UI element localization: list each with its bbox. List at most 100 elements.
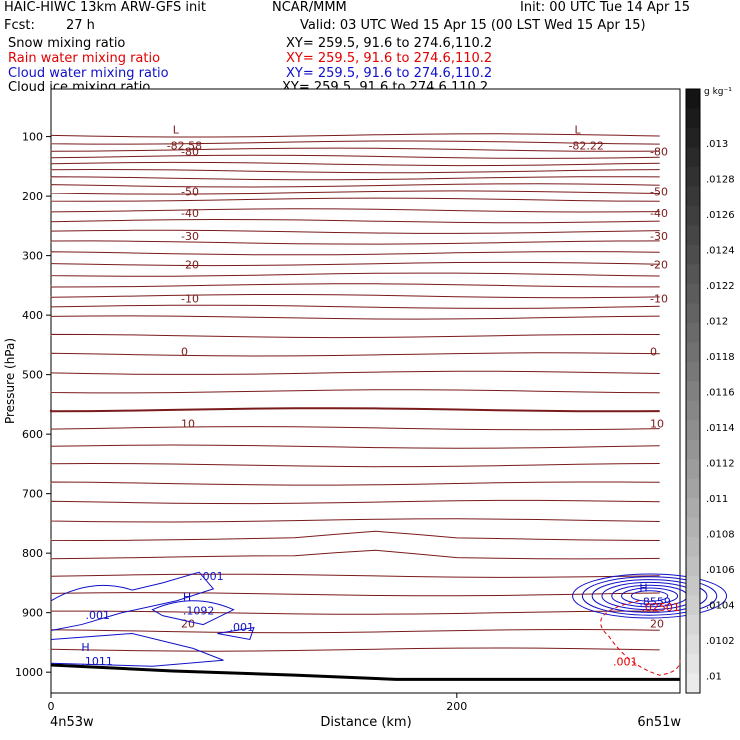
colorbar-segment xyxy=(686,400,700,421)
colorbar-label: .0116 xyxy=(706,388,735,399)
colorbar-segment xyxy=(686,556,700,577)
field-snow-name: Snow mixing ratio xyxy=(8,36,126,51)
isotherm-line xyxy=(50,352,660,357)
field-cloudwater-xy: XY= 259.5, 91.6 to 274.6,110.2 xyxy=(286,66,493,81)
colorbar-segment xyxy=(686,537,700,558)
colorbar-label: .011 xyxy=(706,494,728,505)
isotherm-line xyxy=(50,272,660,277)
isotherm-label: -82.58 xyxy=(167,139,202,152)
colorbar-segment xyxy=(686,225,700,246)
y-tick-label: 100 xyxy=(22,131,43,144)
isotherm-label: -80 xyxy=(650,145,668,158)
colorbar-label: .0126 xyxy=(706,210,735,221)
colorbar-segment xyxy=(686,576,700,597)
cloud-water-contour xyxy=(50,632,224,667)
isotherm-line xyxy=(50,610,660,615)
model-title: HAIC-HIWC 13km ARW-GFS init xyxy=(4,0,206,15)
isotherm-line xyxy=(50,261,660,267)
isotherm-label: 20 xyxy=(650,617,664,630)
colorbar-segment xyxy=(686,673,700,694)
colorbar-segment xyxy=(686,166,700,187)
rain-water-label: .001 xyxy=(613,656,638,669)
isotherm-line xyxy=(50,333,660,339)
terrain-line xyxy=(50,663,680,681)
isotherm-line xyxy=(50,140,660,145)
colorbar-segment xyxy=(686,264,700,285)
colorbar-segment xyxy=(686,186,700,207)
low-marker: L xyxy=(173,123,180,136)
colorbar-segment xyxy=(686,89,700,109)
isotherm-line xyxy=(50,197,660,202)
isotherm-label: -40 xyxy=(650,207,668,220)
isotherm-line xyxy=(50,240,660,245)
isotherm-line xyxy=(50,389,660,394)
x-tick-label: 200 xyxy=(446,700,467,713)
colorbar-label: .0124 xyxy=(706,246,735,257)
isotherm-label: -50 xyxy=(650,185,668,198)
cloud-water-contour xyxy=(151,600,235,626)
colorbar-segment xyxy=(686,439,700,460)
field-snow-xy: XY= 259.5, 91.6 to 274.6,110.2 xyxy=(286,36,493,51)
colorbar-segment xyxy=(686,517,700,538)
isotherm-label: 0 xyxy=(650,345,657,358)
isotherm-line xyxy=(50,462,660,468)
colorbar-segment xyxy=(686,205,700,226)
colorbar-segment xyxy=(686,283,700,304)
isotherm-line xyxy=(50,481,660,486)
isotherm-label: -50 xyxy=(181,185,199,198)
colorbar-segment xyxy=(686,342,700,363)
cloud-water-label: .001 xyxy=(85,609,110,622)
y-tick-label: 200 xyxy=(22,190,43,203)
forecast-label: Fcst: xyxy=(4,18,35,33)
org-label: NCAR/MMM xyxy=(272,0,347,15)
high-marker: H xyxy=(639,582,647,595)
isotherm-line xyxy=(50,147,660,152)
isotherm-line xyxy=(50,407,660,413)
isotherm-line xyxy=(50,530,660,542)
colorbar-label: .0114 xyxy=(706,423,735,434)
isotherm-label: -82.22 xyxy=(568,139,603,152)
cloud-water-contour xyxy=(50,571,215,632)
isotherm-line xyxy=(50,294,660,299)
cloud-water-contour xyxy=(621,587,679,605)
colorbar-label: .0108 xyxy=(706,530,735,541)
cloud-water-label: .8559 xyxy=(639,596,671,609)
isotherm-line xyxy=(50,283,660,288)
colorbar-segment xyxy=(686,381,700,402)
cloud-water-contour xyxy=(572,573,728,619)
isotherm-label: -30 xyxy=(181,230,199,243)
cloud-water-contour xyxy=(591,579,708,613)
colorbar-segment xyxy=(686,595,700,616)
colorbar-segment xyxy=(686,498,700,519)
isotherm-line xyxy=(50,218,660,224)
right-endpoint-label: 6n51w xyxy=(637,715,681,730)
colorbar-segment xyxy=(686,420,700,441)
isotherm-line xyxy=(50,499,660,505)
cloud-water-label: .001 xyxy=(230,621,255,634)
colorbar-label: .0112 xyxy=(706,459,735,470)
colorbar-label: .0102 xyxy=(706,636,735,647)
isotherm-label: 10 xyxy=(181,417,195,430)
colorbar-segment xyxy=(686,634,700,655)
isotherm-label: -80 xyxy=(181,145,199,158)
rain-water-label: .02501 xyxy=(641,601,680,614)
isotherm-line xyxy=(50,304,660,309)
x-tick-label: 0 xyxy=(48,700,55,713)
isotherm-line xyxy=(50,647,660,652)
colorbar-unit: g kg⁻¹ xyxy=(704,87,732,97)
colorbar-segment xyxy=(686,459,700,480)
colorbar-segment xyxy=(686,147,700,168)
field-rain-xy: XY= 259.5, 91.6 to 274.6,110.2 xyxy=(286,51,493,66)
isotherm-line xyxy=(50,208,660,213)
high-marker: H xyxy=(81,641,89,654)
colorbar-segment xyxy=(686,244,700,265)
colorbar-label: .013 xyxy=(706,139,728,150)
high-marker: H xyxy=(183,590,191,603)
isotherm-line xyxy=(50,251,660,256)
colorbar-segment xyxy=(686,361,700,382)
isotherm-line xyxy=(50,133,660,138)
colorbar-frame xyxy=(685,88,701,694)
y-tick-label: 800 xyxy=(22,547,43,560)
isotherm-label: -30 xyxy=(650,230,668,243)
